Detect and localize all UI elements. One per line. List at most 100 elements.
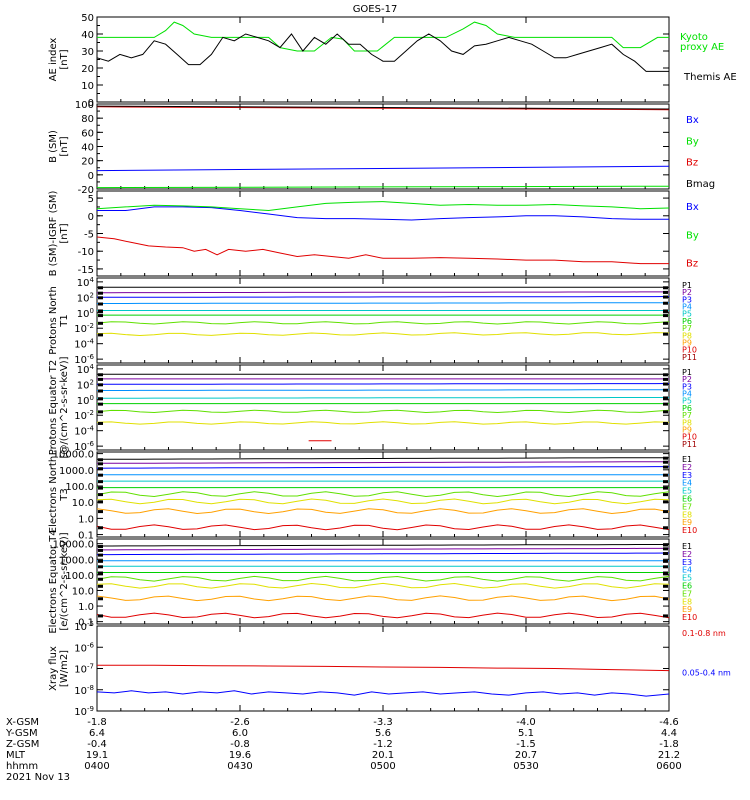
panel-2-series-by-line	[96, 201, 670, 212]
xaxis-value-x-gsm-2: -3.3	[373, 717, 393, 728]
panel-5-series-e10-line	[96, 524, 670, 531]
panel-6-ylabel: Electrons Equator T4[e/(cm^2-s-sr-keV)]	[48, 529, 70, 633]
panel-4-channel-marker	[663, 388, 668, 392]
xaxis-row-label-x-gsm: X-GSM	[6, 717, 39, 728]
panel-4-ytick-label: 10-6	[74, 440, 94, 453]
panel-5-series-e1-line	[96, 457, 669, 460]
panel-4-ytick-label: 100	[77, 394, 94, 407]
panel-6-series-e7-line	[96, 575, 670, 582]
panel-5-channel-marker-left	[98, 500, 103, 504]
panel-4-channel-marker	[663, 396, 668, 400]
panel-4-legend-series-p7: P7	[682, 411, 692, 420]
panel-1-series-bz-line	[96, 106, 670, 111]
panel-3-channel-marker	[663, 332, 668, 336]
panel-4-channel-marker	[663, 402, 668, 406]
panel-5-channel-marker	[663, 500, 668, 504]
panel-4-frame	[96, 364, 670, 451]
panel-6-channel-marker	[663, 584, 668, 588]
panel-5-channel-marker-left	[98, 480, 103, 484]
panel-6-frame	[96, 538, 670, 625]
xaxis-value-x-gsm-1: -2.6	[230, 717, 250, 728]
panel-2-legend-series-bz: Bz	[686, 259, 698, 270]
xaxis-value-y-gsm-4: 4.4	[661, 728, 677, 739]
panel-5-legend-series-e7: E7	[682, 502, 692, 511]
panel-5-series-e3-line	[96, 466, 669, 469]
panel-5-channel-marker-left	[98, 486, 103, 490]
panel-0-legend-themis: Themis AE	[683, 72, 737, 83]
panel-1-ytick-label: 40	[81, 143, 94, 154]
panel-2-ytick-label: -10	[78, 247, 94, 258]
panel-4-channel-marker-left	[98, 402, 103, 406]
panel-4-series-p8-line	[96, 421, 670, 425]
panel-6-channel-marker-left	[98, 571, 103, 575]
panel-7-ytick-label: 10-8	[74, 684, 94, 697]
panel-3-ytick-label: 104	[77, 276, 95, 289]
xaxis-value-hhmm-4: 0600	[656, 761, 681, 772]
panel-3-legend-series-p8: P8	[682, 331, 692, 340]
panel-5-legend-series-e8: E8	[682, 510, 692, 519]
xaxis-value-x-gsm-4: -4.6	[659, 717, 679, 728]
panel-4-ytick-label: 10-2	[74, 409, 94, 422]
panel-6-legend-series-e8: E8	[682, 597, 692, 606]
panel-5-channel-marker	[663, 473, 668, 477]
panel-5-channel-marker	[663, 465, 668, 469]
panel-2-ytick-label: -15	[78, 265, 94, 276]
panel-3-channel-marker	[663, 295, 668, 299]
xaxis-row-label-z-gsm: Z-GSM	[6, 739, 39, 750]
panel-4-channel-marker-left	[98, 397, 103, 401]
xaxis-value-z-gsm-1: -0.8	[230, 739, 250, 750]
panel-6-channel-marker-left	[98, 577, 103, 581]
panel-4-channel-marker	[663, 382, 668, 386]
panel-5-channel-marker-left	[98, 526, 103, 530]
panel-2-ytick-label: 5	[88, 194, 94, 205]
panel-6-channel-marker	[663, 565, 668, 569]
xaxis-row-label-hhmm: hhmm	[6, 761, 38, 772]
panel-6-legend-series-e6: E6	[682, 582, 692, 591]
panel-6-channel-marker-left	[98, 565, 103, 569]
xaxis-value-hhmm-0: 0400	[84, 761, 109, 772]
panel-3-channel-marker	[663, 321, 668, 325]
panel-1-series-bx-line	[96, 165, 670, 172]
xaxis-value-z-gsm-3: -1.5	[516, 739, 536, 750]
panel-3-ytick-label: 100	[77, 307, 94, 320]
panel-4-legend-series-p11: P11	[682, 440, 697, 449]
panel-5-channel-marker-left	[98, 462, 103, 466]
panel-6-series-e3-line	[97, 552, 670, 556]
panel-2-legend-series-bx: Bx	[686, 202, 699, 213]
xaxis-value-y-gsm-0: 6.4	[89, 728, 105, 739]
panel-0-ytick-label: 0	[88, 98, 94, 109]
panel-6-ytick-label: 100.0	[65, 571, 94, 582]
panel-7-ytick-label: 10-6	[74, 641, 94, 654]
panel-3-series-p4-line	[97, 302, 669, 304]
panel-4-ylabel: Protons Equator T2[@/(cm^2-s-sr-keV)]	[48, 356, 70, 458]
panel-3-channel-marker-left	[98, 302, 103, 306]
panel-5-series-e7-line	[96, 491, 670, 498]
panel-2-series-bz-line	[96, 236, 669, 265]
panel-5-channel-marker-left	[98, 467, 103, 471]
panel-7-ylabel: Xray flux[W/m2]	[48, 646, 70, 691]
panel-5-ylabel: Electrons NorthT3	[48, 456, 70, 533]
panel-1-ytick-label: -20	[78, 185, 94, 196]
panel-1-ytick-label: 80	[81, 114, 94, 125]
panel-1-series-by-line	[96, 185, 670, 189]
panel-0-legend-kyoto-line1: Kyoto	[680, 32, 708, 43]
panel-3-ylabel: Protons NorthT1	[48, 286, 70, 355]
panel-3-legend-series-p1: P1	[682, 281, 692, 290]
panel-4-series-p4-line	[97, 389, 669, 391]
panel-0-ytick-label: 40	[81, 30, 94, 41]
panel-0-ytick-label: 10	[81, 81, 94, 92]
panel-1-legend-series-bmag: Bmag	[686, 179, 715, 190]
panel-3-legend-series-p9: P9	[682, 338, 692, 347]
panel-3-channel-marker-left	[98, 321, 103, 325]
panel-4-legend-series-p10: P10	[682, 433, 697, 442]
panel-3-series-p3-line	[97, 296, 670, 298]
plot-title: GOES-17	[353, 4, 398, 15]
panel-5-channel-marker	[663, 480, 668, 484]
panel-5-legend-series-e2: E2	[682, 463, 692, 472]
xaxis-value-mlt-4: 21.2	[658, 750, 680, 761]
panel-3-channel-marker-left	[98, 296, 103, 300]
panel-6-series-e8-line	[96, 582, 670, 589]
panel-6-channel-marker-left	[98, 614, 103, 618]
